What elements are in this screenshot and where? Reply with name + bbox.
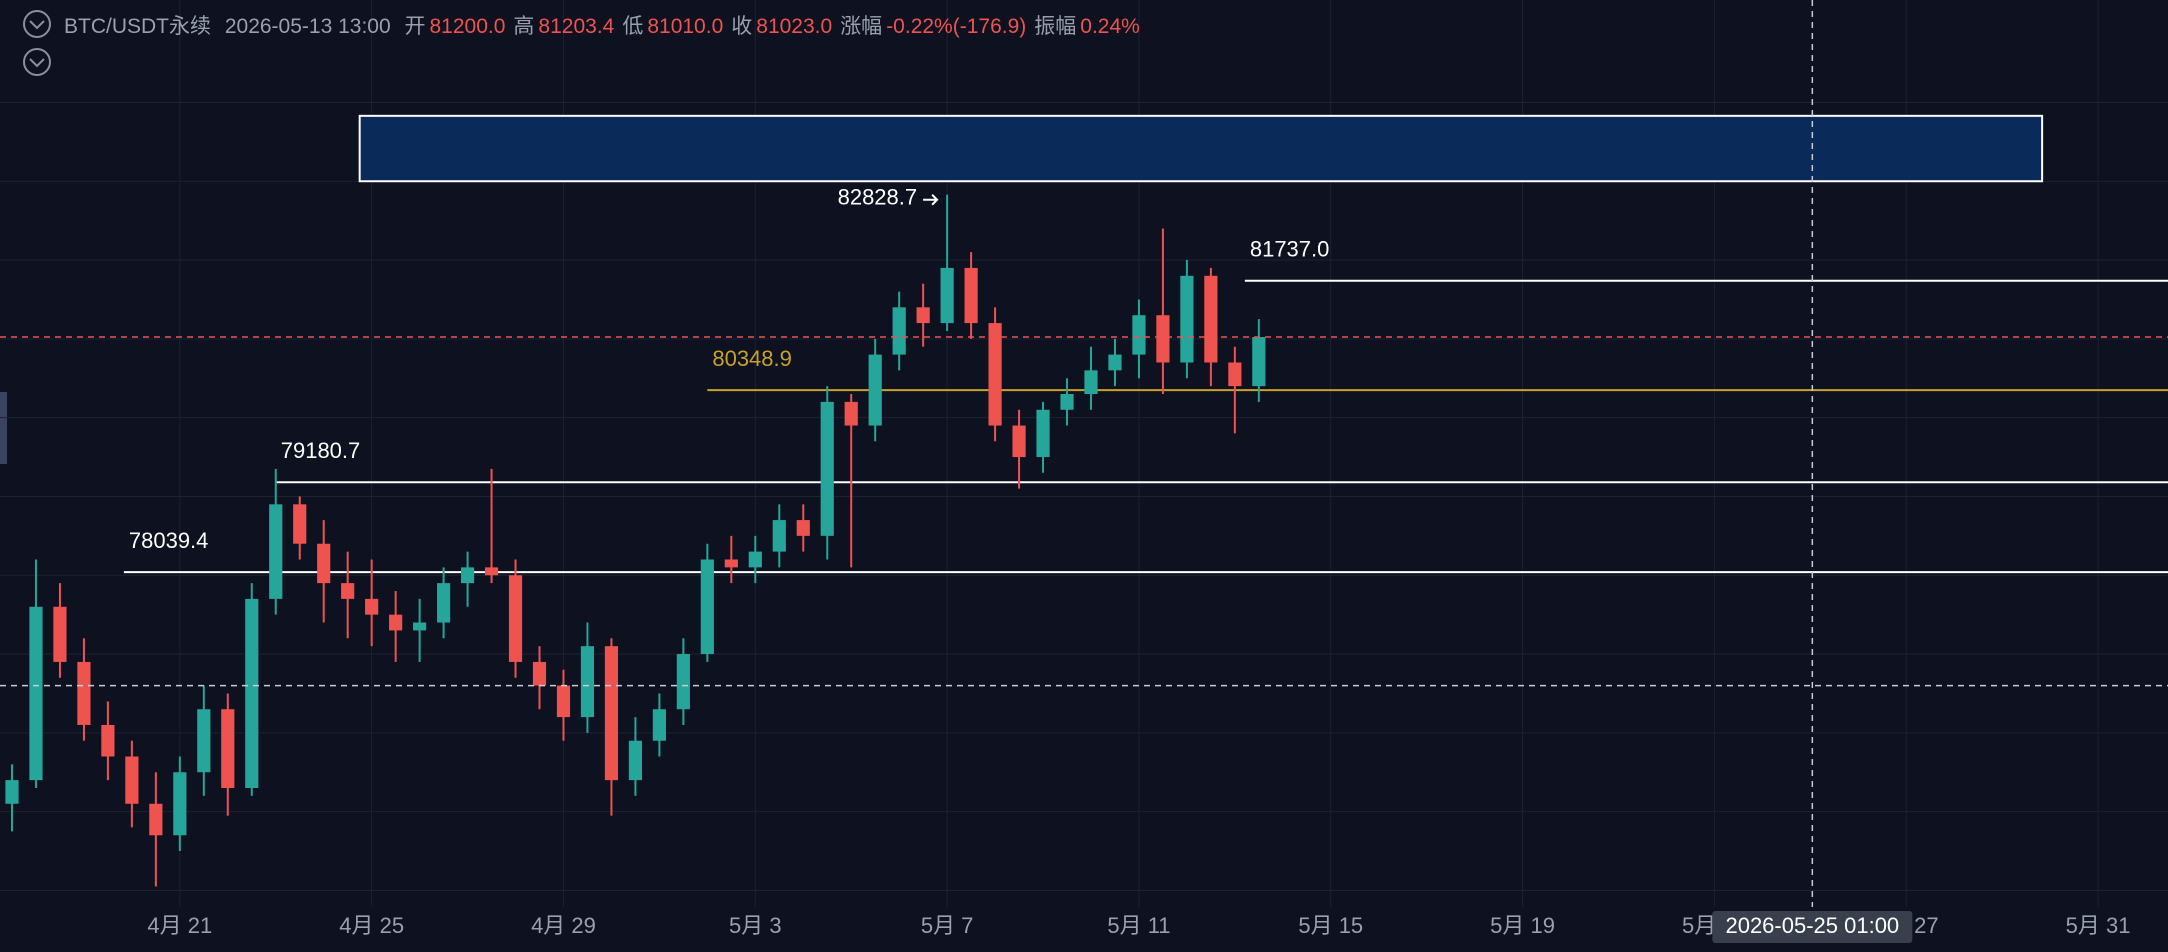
field-label: 高	[513, 15, 535, 38]
candle-body	[173, 772, 187, 836]
level-label: 80348.9	[712, 346, 792, 371]
candle-body	[1252, 337, 1266, 387]
candle-body	[5, 780, 19, 804]
candle-body	[413, 622, 427, 631]
field-label: 振幅	[1034, 15, 1077, 38]
candle-body	[245, 598, 259, 789]
candle-body	[988, 323, 1002, 426]
candle-body	[532, 661, 547, 686]
crosshair-label-bg	[1712, 911, 1913, 943]
candle-body	[317, 543, 331, 584]
symbol: BTC/USDT永续	[64, 15, 211, 38]
candle-body	[700, 559, 714, 655]
candle-body	[53, 606, 67, 662]
candle-body	[436, 583, 451, 623]
candle-body	[365, 598, 379, 615]
chevron	[29, 20, 45, 30]
field-value: -0.22%(-176.9)	[886, 15, 1027, 38]
candle-body	[724, 559, 738, 568]
candle-body	[197, 709, 211, 773]
level-label: 81737.0	[1250, 237, 1330, 262]
candle-body	[796, 520, 810, 536]
time: 2026-05-13 13:00	[224, 15, 391, 38]
candle-body	[269, 504, 283, 599]
candle-body	[508, 575, 523, 662]
crosshair-label: 2026-05-25 01:00	[1725, 913, 1899, 938]
side-tab[interactable]	[0, 392, 7, 464]
candle-body	[772, 520, 786, 552]
candle-body	[652, 709, 666, 741]
field-value: 0.24%	[1080, 15, 1140, 38]
candle-body	[389, 614, 403, 631]
candle-body	[1108, 354, 1122, 371]
x-tick-label: 4月 25	[339, 913, 404, 938]
candle-body	[604, 646, 619, 781]
candle-body	[820, 401, 834, 536]
candle-body	[892, 307, 906, 355]
x-tick-label: 5月 7	[921, 913, 974, 938]
candle-body	[748, 551, 762, 568]
candle-body	[1036, 409, 1050, 458]
peak-arrow	[923, 194, 939, 206]
candle-body	[460, 567, 475, 584]
candle-body	[868, 354, 882, 426]
field-value: 81023.0	[756, 15, 833, 38]
x-tick-label: 5月 19	[1490, 913, 1555, 938]
candle-body	[1180, 275, 1194, 363]
peak-label: 82828.7	[838, 185, 918, 210]
candle-body	[293, 504, 307, 544]
field-label: 收	[731, 15, 753, 38]
candle-body	[628, 740, 643, 781]
candle-body	[1204, 275, 1218, 363]
candle-body	[341, 583, 355, 599]
candle-body	[1084, 370, 1098, 395]
candle-body	[556, 685, 571, 718]
x-tick-label: 5月 15	[1298, 913, 1363, 938]
candle-body	[101, 724, 115, 757]
candle-body	[940, 267, 954, 324]
field-value: 81010.0	[647, 15, 724, 38]
level-label: 78039.4	[129, 528, 209, 553]
candle-body	[149, 803, 163, 836]
header: BTC/USDT永续 2026-05-13 13:00 开 81200.0 高 812…	[64, 10, 1148, 40]
candle-body	[484, 567, 499, 576]
field-value: 81203.4	[538, 15, 615, 38]
candle-body	[1012, 425, 1026, 458]
x-tick-label: 5月 3	[729, 913, 782, 938]
candle-body	[125, 756, 139, 804]
candle-body	[1156, 315, 1170, 363]
expand-icon[interactable]	[23, 48, 51, 76]
collapse-icon[interactable]	[23, 10, 51, 38]
candle-body	[29, 606, 43, 781]
grid	[0, 0, 2168, 907]
field-label: 开	[404, 15, 426, 38]
candle-body	[1228, 362, 1242, 387]
x-tick-label: 4月 29	[531, 913, 596, 938]
field-label: 涨幅	[840, 15, 883, 38]
field-label: 低	[622, 15, 644, 38]
x-tick-label: 5月 11	[1107, 913, 1170, 938]
candle-body	[221, 709, 235, 789]
chevron	[29, 58, 45, 68]
level-label: 79180.7	[281, 438, 361, 463]
candle-body	[1060, 394, 1074, 410]
field-value: 81200.0	[429, 15, 506, 38]
zone	[358, 114, 2044, 183]
candle-body	[964, 267, 978, 324]
candle-body	[580, 646, 595, 718]
candle-body	[844, 401, 858, 426]
candle-body	[1132, 315, 1146, 355]
x-tick-label: 5月 31	[2066, 913, 2131, 938]
candle-body	[77, 661, 91, 725]
x-tick-label: 4月 21	[147, 913, 212, 938]
candle-body	[676, 654, 690, 710]
candle-body	[916, 307, 930, 324]
